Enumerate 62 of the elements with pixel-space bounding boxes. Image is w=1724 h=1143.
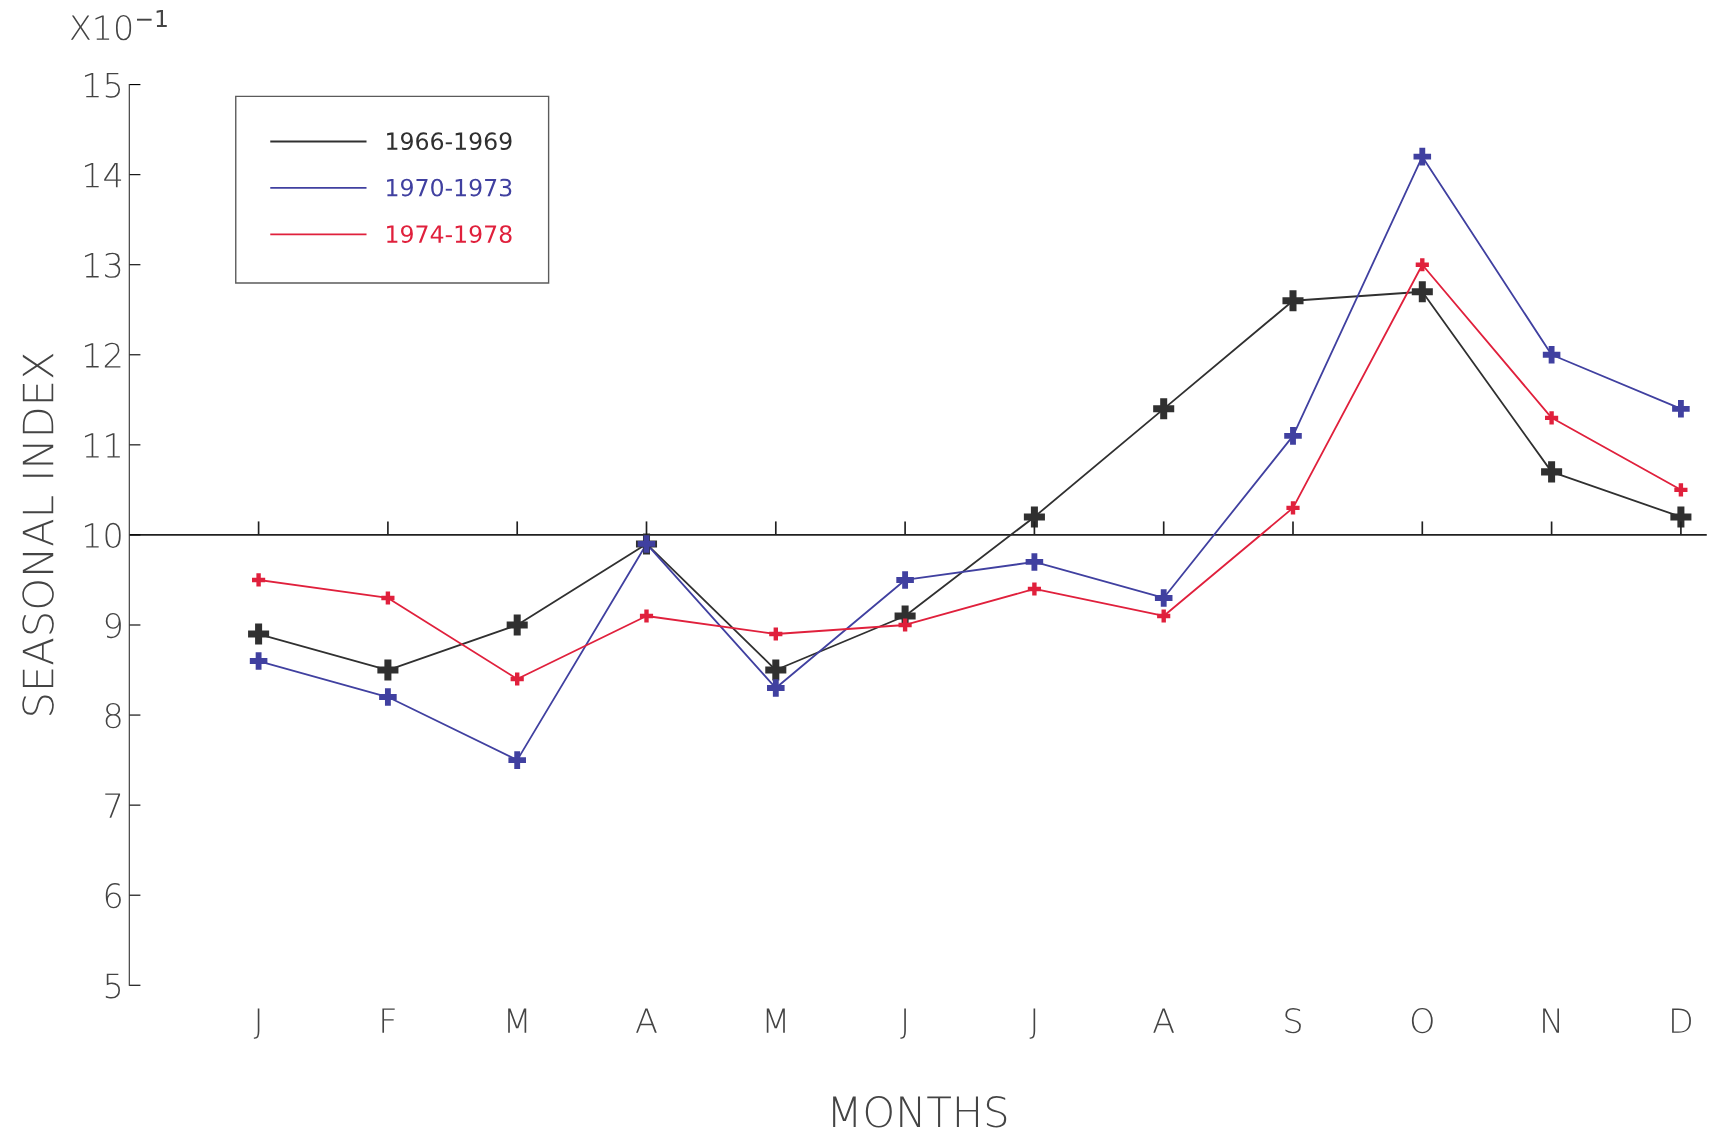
x-tick-label: A: [1153, 1008, 1174, 1033]
point: [508, 751, 526, 769]
point: [769, 627, 783, 641]
y-tick-label: 8: [105, 702, 121, 729]
point: [379, 688, 397, 706]
point: [1282, 290, 1304, 312]
x-tick-label: A: [636, 1008, 657, 1033]
text: X10$^{−1}$: [70, 10, 167, 41]
point: [252, 573, 266, 587]
point: [1670, 506, 1692, 528]
point: [377, 659, 399, 681]
y-tick-label: 11: [84, 433, 120, 458]
point: [1413, 147, 1432, 166]
y-tick-label: 6: [105, 883, 121, 909]
point: [510, 672, 524, 686]
y-tick-label: 12: [84, 342, 121, 368]
point: [896, 571, 914, 589]
y-tick-label: 14: [84, 163, 122, 188]
point: [1153, 398, 1175, 420]
point: [1154, 589, 1173, 607]
y-tick-label: 7: [105, 793, 121, 818]
point: [1023, 506, 1045, 528]
x-tick-label: J: [900, 1008, 906, 1039]
x-tick-label: M: [766, 1008, 785, 1033]
x-axis-title: MONTHS: [833, 1096, 1007, 1128]
y-tick-label: 9: [105, 612, 121, 639]
point: [1541, 461, 1563, 483]
point: [248, 623, 270, 645]
point: [1674, 483, 1688, 497]
point: [1286, 501, 1300, 515]
x-tick-label: D: [1672, 1008, 1691, 1033]
point: [639, 609, 654, 623]
y-tick-label: 15: [84, 72, 121, 98]
y-axis-title: SEASONAL INDEX: [22, 353, 54, 715]
x-tick-label: N: [1543, 1008, 1559, 1033]
x-tick-label: F: [382, 1008, 395, 1033]
point: [506, 614, 528, 636]
x-tick-label: M: [508, 1008, 527, 1033]
point: [898, 618, 912, 632]
y-tick-label: 10: [84, 522, 121, 549]
legend-label: 1966-1969: [387, 132, 512, 151]
point: [1415, 258, 1429, 272]
legend-label: 1970-1973: [387, 178, 512, 197]
point: [1027, 582, 1041, 596]
point: [381, 591, 395, 605]
point: [1672, 400, 1690, 418]
point: [767, 679, 785, 697]
point: [1284, 427, 1302, 445]
y-tick-label: 5: [105, 973, 121, 999]
x-tick-label: J: [1029, 1008, 1036, 1039]
point: [765, 659, 787, 681]
y-tick-label: 13: [84, 252, 121, 278]
point: [1545, 411, 1559, 425]
point: [1542, 346, 1561, 364]
legend-label: 1974-1978: [387, 225, 512, 244]
x-tick-label: J: [253, 1008, 260, 1039]
point: [249, 652, 268, 670]
point: [1411, 281, 1433, 303]
x-tick-label: O: [1411, 1008, 1433, 1034]
x-tick-label: S: [1285, 1008, 1301, 1034]
point: [1025, 553, 1044, 571]
point: [1157, 609, 1171, 623]
